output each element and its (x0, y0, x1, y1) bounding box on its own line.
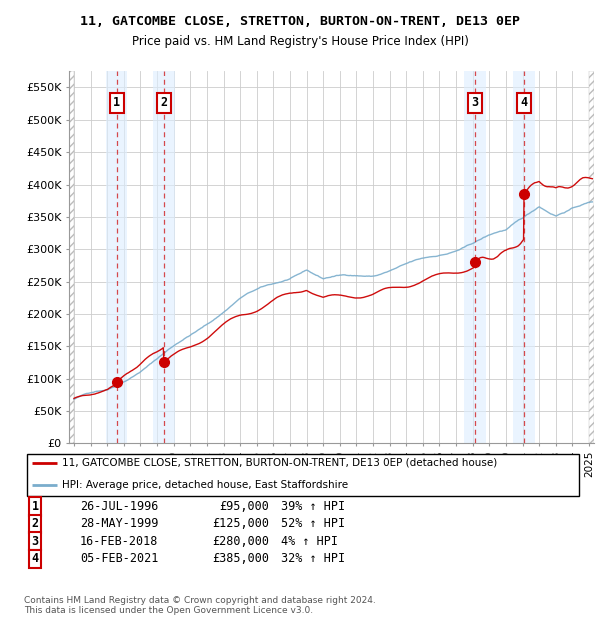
Bar (106, 71, 127, 443)
Text: 3: 3 (32, 535, 39, 547)
Text: 3: 3 (471, 97, 478, 109)
FancyBboxPatch shape (27, 454, 579, 495)
Text: 1: 1 (32, 500, 39, 513)
Text: 11, GATCOMBE CLOSE, STRETTON, BURTON-ON-TRENT, DE13 0EP: 11, GATCOMBE CLOSE, STRETTON, BURTON-ON-… (80, 15, 520, 28)
Text: 4: 4 (520, 97, 527, 109)
Text: 4% ↑ HPI: 4% ↑ HPI (281, 535, 338, 547)
Text: 32% ↑ HPI: 32% ↑ HPI (281, 552, 345, 565)
Bar (69, 71, 74, 443)
Text: 1: 1 (113, 97, 120, 109)
Text: £280,000: £280,000 (212, 535, 269, 547)
Text: 52% ↑ HPI: 52% ↑ HPI (281, 518, 345, 530)
Text: £125,000: £125,000 (212, 518, 269, 530)
Text: £95,000: £95,000 (220, 500, 269, 513)
Bar (513, 71, 535, 443)
Text: HPI: Average price, detached house, East Staffordshire: HPI: Average price, detached house, East… (62, 480, 348, 490)
Text: 16-FEB-2018: 16-FEB-2018 (80, 535, 158, 547)
Text: £385,000: £385,000 (212, 552, 269, 565)
Text: 11, GATCOMBE CLOSE, STRETTON, BURTON-ON-TRENT, DE13 0EP (detached house): 11, GATCOMBE CLOSE, STRETTON, BURTON-ON-… (62, 458, 497, 468)
Text: This data is licensed under the Open Government Licence v3.0.: This data is licensed under the Open Gov… (24, 606, 313, 616)
Text: Price paid vs. HM Land Registry's House Price Index (HPI): Price paid vs. HM Land Registry's House … (131, 35, 469, 48)
Text: 4: 4 (32, 552, 39, 565)
Bar (464, 71, 485, 443)
Text: Contains HM Land Registry data © Crown copyright and database right 2024.: Contains HM Land Registry data © Crown c… (24, 596, 376, 606)
Bar (589, 71, 594, 443)
Text: 39% ↑ HPI: 39% ↑ HPI (281, 500, 345, 513)
Text: 2: 2 (32, 518, 39, 530)
Text: 2: 2 (160, 97, 167, 109)
Text: 26-JUL-1996: 26-JUL-1996 (80, 500, 158, 513)
Bar (153, 71, 175, 443)
Text: 05-FEB-2021: 05-FEB-2021 (80, 552, 158, 565)
Text: 28-MAY-1999: 28-MAY-1999 (80, 518, 158, 530)
